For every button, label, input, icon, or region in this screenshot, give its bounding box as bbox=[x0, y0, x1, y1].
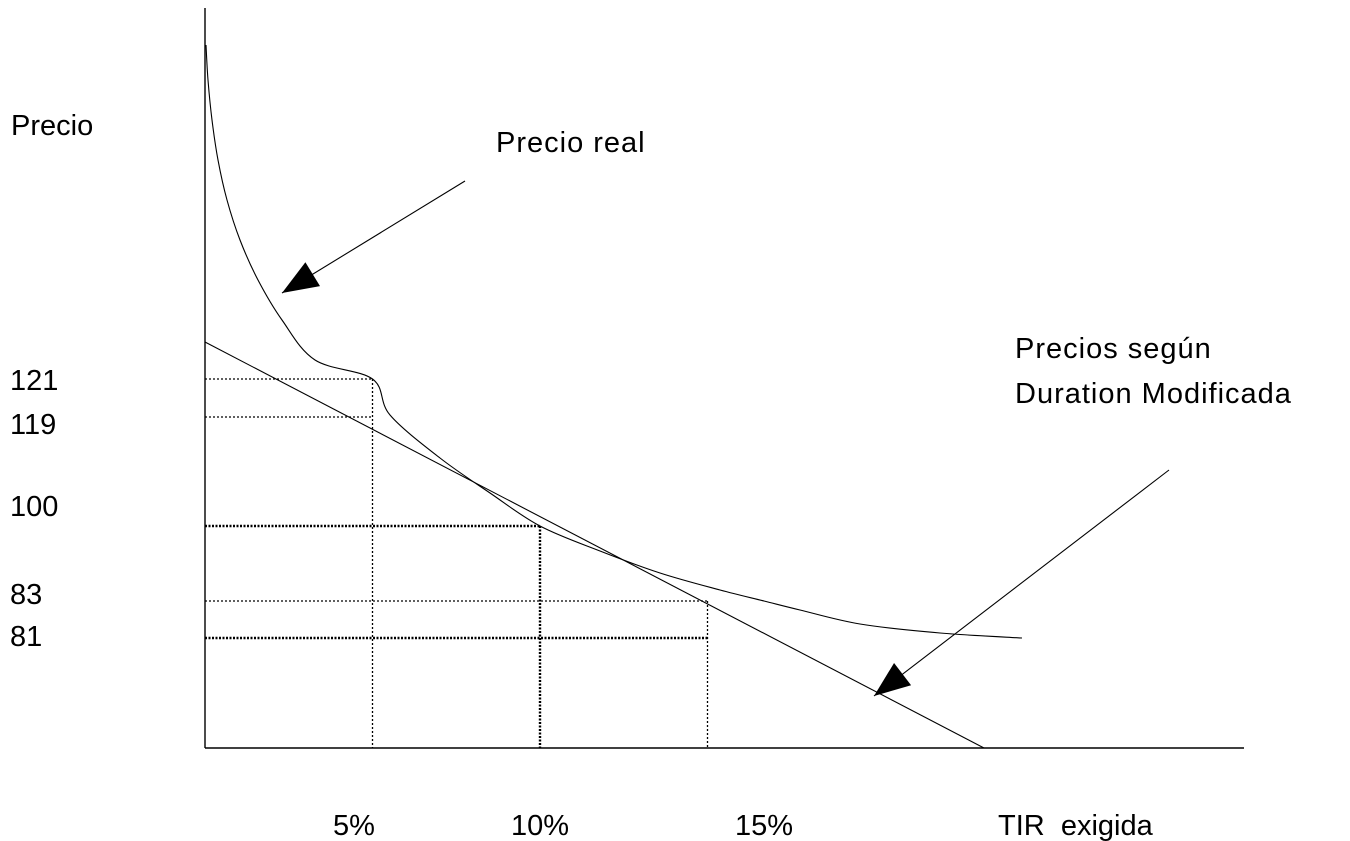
y-tick-label: 121 bbox=[10, 365, 58, 397]
x-tick-label: 10% bbox=[511, 810, 569, 841]
guide-lines bbox=[205, 378, 709, 748]
curves bbox=[204, 44, 1023, 749]
annotation-pointers bbox=[281, 180, 1170, 697]
x-axis-label: TIR exigida bbox=[998, 810, 1154, 841]
series-line-precio-real bbox=[205, 44, 1023, 639]
pointer-duration-modificada-arrowhead bbox=[874, 662, 912, 696]
annotation-duration-line-2: Duration Modificada bbox=[1015, 378, 1292, 410]
pointer-precio-real-arrowhead bbox=[282, 262, 321, 293]
axes bbox=[204, 8, 1244, 749]
y-tick-label: 81 bbox=[10, 621, 42, 653]
x-tick-label: 15% bbox=[735, 810, 793, 841]
y-axis-label: Precio bbox=[11, 110, 93, 142]
y-tick-label: 83 bbox=[10, 579, 42, 611]
annotation-duration-line-1: Precios según bbox=[1015, 333, 1212, 365]
annotation-precio-real: Precio real bbox=[496, 127, 646, 159]
pointer-duration-modificada-line bbox=[873, 469, 1170, 697]
y-tick-label: 119 bbox=[10, 409, 56, 441]
y-tick-label: 100 bbox=[10, 491, 58, 523]
x-tick-label: 5% bbox=[333, 810, 375, 841]
series-line-duration-modificada bbox=[204, 341, 985, 749]
